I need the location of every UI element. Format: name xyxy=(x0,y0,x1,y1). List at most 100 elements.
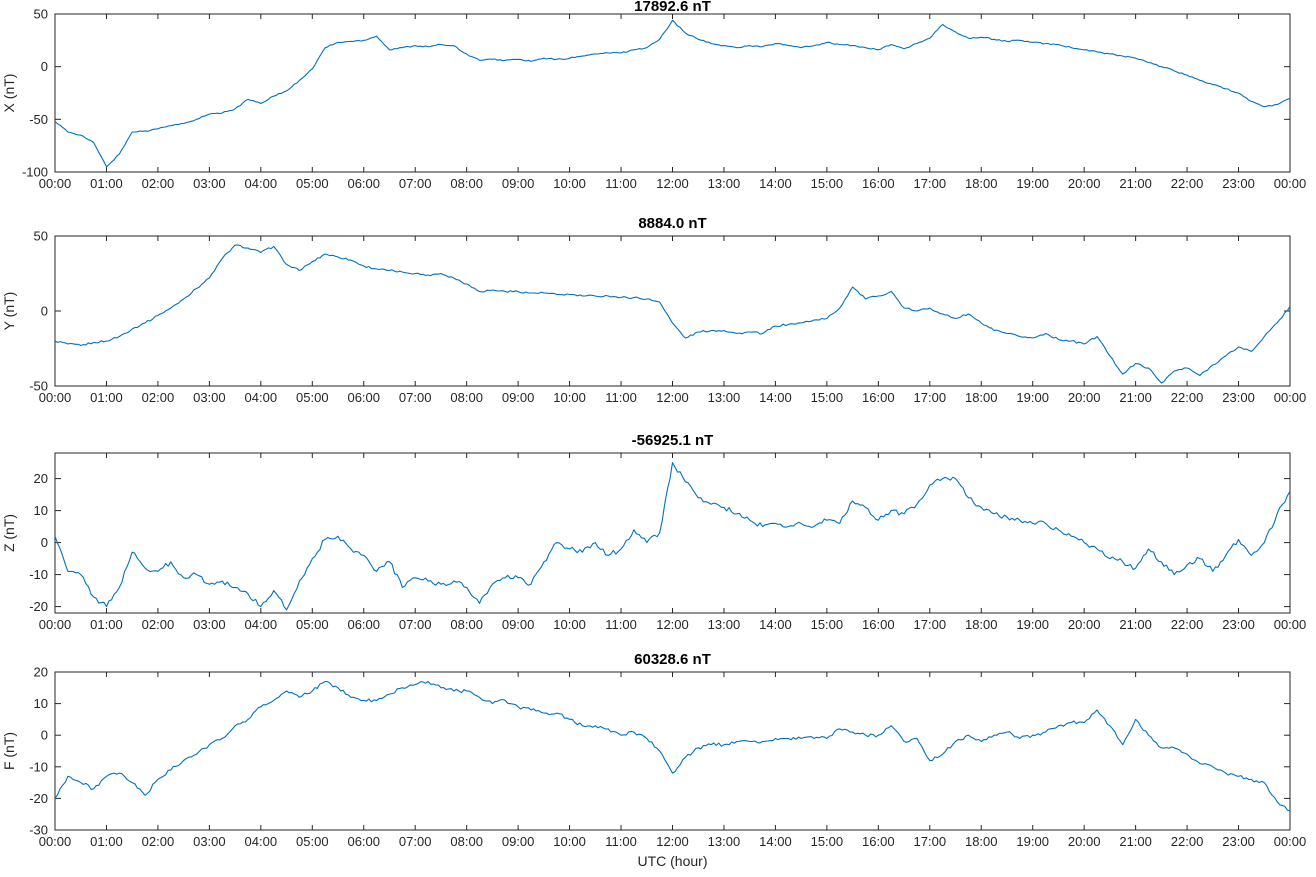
x-tick-label: 21:00 xyxy=(1119,834,1152,849)
x-tick-label: 13:00 xyxy=(708,390,741,405)
x-tick-label: 19:00 xyxy=(1016,176,1049,191)
x-tick-label: 20:00 xyxy=(1068,390,1101,405)
x-tick-label: 07:00 xyxy=(399,617,432,632)
x-tick-label: 03:00 xyxy=(193,617,226,632)
y-axis-label: Z (nT) xyxy=(1,514,17,552)
x-tick-label: 18:00 xyxy=(965,834,998,849)
x-tick-label: 20:00 xyxy=(1068,834,1101,849)
x-tick-label: 07:00 xyxy=(399,834,432,849)
x-tick-label: 07:00 xyxy=(399,176,432,191)
x-tick-label: 05:00 xyxy=(296,834,329,849)
x-tick-label: 20:00 xyxy=(1068,617,1101,632)
y-tick-label: -50 xyxy=(29,112,48,127)
x-tick-label: 20:00 xyxy=(1068,176,1101,191)
x-tick-label: 15:00 xyxy=(811,834,844,849)
panel-title: -56925.1 nT xyxy=(632,432,714,449)
x-tick-label: 16:00 xyxy=(862,617,895,632)
series-line-y xyxy=(54,244,1291,384)
x-tick-label: 00:00 xyxy=(1274,617,1307,632)
series-line-x xyxy=(54,19,1291,168)
y-tick-label: 0 xyxy=(41,59,48,74)
x-tick-label: 16:00 xyxy=(862,176,895,191)
x-tick-label: 04:00 xyxy=(245,617,278,632)
x-tick-label: 01:00 xyxy=(90,390,123,405)
x-tick-label: 09:00 xyxy=(502,390,535,405)
x-tick-label: 08:00 xyxy=(450,834,483,849)
x-tick-label: 10:00 xyxy=(553,617,586,632)
x-tick-label: 23:00 xyxy=(1222,390,1255,405)
x-tick-label: 01:00 xyxy=(90,834,123,849)
x-tick-label: 05:00 xyxy=(296,617,329,632)
y-tick-label: 20 xyxy=(34,471,48,486)
x-tick-label: 09:00 xyxy=(502,176,535,191)
x-tick-label: 15:00 xyxy=(811,390,844,405)
x-tick-label: 15:00 xyxy=(811,617,844,632)
series-line-f xyxy=(54,680,1291,812)
x-tick-label: 10:00 xyxy=(553,176,586,191)
y-axis-label: X (nT) xyxy=(1,74,17,113)
panel-title: 60328.6 nT xyxy=(634,651,711,668)
x-tick-label: 22:00 xyxy=(1171,176,1204,191)
x-tick-label: 02:00 xyxy=(142,834,175,849)
x-tick-label: 04:00 xyxy=(245,390,278,405)
x-tick-label: 10:00 xyxy=(553,390,586,405)
x-tick-label: 17:00 xyxy=(914,617,947,632)
x-tick-label: 05:00 xyxy=(296,390,329,405)
x-tick-label: 17:00 xyxy=(914,390,947,405)
x-tick-label: 02:00 xyxy=(142,617,175,632)
panel-title: 8884.0 nT xyxy=(638,215,706,232)
x-tick-label: 18:00 xyxy=(965,176,998,191)
y-tick-label: 0 xyxy=(41,728,48,743)
plot-box xyxy=(54,235,1291,387)
x-tick-label: 13:00 xyxy=(708,617,741,632)
x-tick-label: 15:00 xyxy=(811,176,844,191)
y-tick-label: -20 xyxy=(29,791,48,806)
x-tick-label: 21:00 xyxy=(1119,617,1152,632)
x-tick-label: 03:00 xyxy=(193,176,226,191)
x-tick-label: 16:00 xyxy=(862,834,895,849)
x-tick-label: 13:00 xyxy=(708,834,741,849)
x-tick-label: 00:00 xyxy=(1274,834,1307,849)
x-tick-label: 00:00 xyxy=(39,617,72,632)
x-tick-label: 23:00 xyxy=(1222,176,1255,191)
y-tick-label: 0 xyxy=(41,535,48,550)
plot-box xyxy=(54,671,1291,831)
x-tick-label: 08:00 xyxy=(450,390,483,405)
x-tick-label: 02:00 xyxy=(142,176,175,191)
x-tick-label: 09:00 xyxy=(502,834,535,849)
x-tick-label: 00:00 xyxy=(39,834,72,849)
y-tick-label: -20 xyxy=(29,599,48,614)
x-tick-label: 00:00 xyxy=(1274,176,1307,191)
x-tick-label: 04:00 xyxy=(245,176,278,191)
x-tick-label: 18:00 xyxy=(965,617,998,632)
x-tick-label: 08:00 xyxy=(450,176,483,191)
x-tick-label: 19:00 xyxy=(1016,390,1049,405)
x-tick-label: 19:00 xyxy=(1016,834,1049,849)
x-tick-label: 12:00 xyxy=(656,617,689,632)
plot-box xyxy=(54,452,1291,614)
x-tick-label: 12:00 xyxy=(656,176,689,191)
y-tick-label: -10 xyxy=(29,759,48,774)
x-tick-label: 03:00 xyxy=(193,390,226,405)
y-tick-label: 0 xyxy=(41,304,48,319)
x-tick-label: 14:00 xyxy=(759,390,792,405)
x-tick-label: 13:00 xyxy=(708,176,741,191)
x-tick-label: 05:00 xyxy=(296,176,329,191)
x-tick-label: 09:00 xyxy=(502,617,535,632)
y-tick-label: 50 xyxy=(34,229,48,244)
x-tick-label: 22:00 xyxy=(1171,617,1204,632)
x-tick-label: 00:00 xyxy=(39,390,72,405)
y-tick-label: 50 xyxy=(34,7,48,22)
y-tick-label: -10 xyxy=(29,567,48,582)
x-tick-label: 14:00 xyxy=(759,176,792,191)
x-tick-label: 12:00 xyxy=(656,390,689,405)
x-tick-label: 01:00 xyxy=(90,176,123,191)
y-tick-label: -100 xyxy=(22,165,48,180)
x-tick-label: 21:00 xyxy=(1119,176,1152,191)
y-tick-label: 10 xyxy=(34,503,48,518)
x-tick-label: 11:00 xyxy=(605,617,637,632)
x-tick-label: 07:00 xyxy=(399,390,432,405)
x-tick-label: 23:00 xyxy=(1222,834,1255,849)
x-tick-label: 00:00 xyxy=(39,176,72,191)
